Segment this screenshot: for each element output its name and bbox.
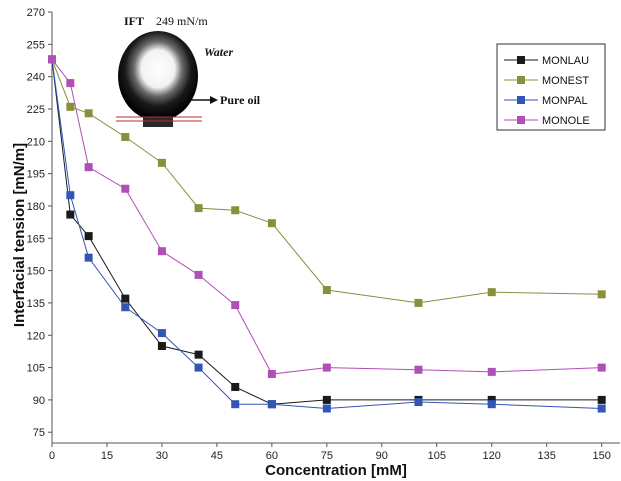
data-point-monlau — [121, 294, 130, 303]
y-axis-title: Interfacial tension [mN/m] — [11, 143, 28, 327]
series-line-monole — [51, 59, 602, 375]
needle-tip — [143, 117, 173, 127]
y-tick-label: 225 — [27, 104, 45, 116]
data-point-monlau — [487, 395, 496, 404]
data-point-monlau — [66, 210, 75, 219]
data-point-monole — [487, 367, 496, 376]
data-point-monole — [121, 184, 130, 193]
y-tick-label: 90 — [33, 395, 45, 407]
legend-label-monole: MONOLE — [542, 115, 590, 127]
x-tick-label: 60 — [266, 450, 278, 462]
data-point-monole — [267, 370, 276, 379]
data-point-monpal — [597, 404, 606, 413]
y-tick-label: 255 — [27, 39, 45, 51]
data-point-monpal — [231, 400, 240, 409]
data-point-monest — [322, 285, 331, 294]
droplet-inset: IFT 249 mN/m Water Pure oil — [116, 14, 261, 127]
oil-label: Pure oil — [220, 93, 261, 107]
data-point-monlau — [157, 342, 166, 351]
legend-box — [496, 43, 606, 131]
data-point-monest — [194, 204, 203, 213]
data-point-monole — [84, 163, 93, 172]
legend-label-monest: MONEST — [542, 75, 589, 87]
data-point-monole — [231, 301, 240, 310]
y-tick-label: 210 — [27, 136, 45, 148]
legend-marker-monest — [517, 76, 525, 84]
legend-label-monlau: MONLAU — [542, 55, 589, 67]
y-tick-label: 120 — [27, 330, 45, 342]
y-tick-label: 165 — [27, 233, 45, 245]
legend-label-monpal: MONPAL — [542, 95, 588, 107]
x-tick-label: 15 — [101, 450, 113, 462]
data-point-monlau — [84, 232, 93, 241]
data-point-monpal — [84, 253, 93, 262]
data-point-monest — [414, 298, 423, 307]
x-tick-label: 30 — [156, 450, 168, 462]
data-point-monest — [597, 290, 606, 299]
x-tick-label: 90 — [376, 450, 388, 462]
data-point-monpal — [121, 303, 130, 312]
data-point-monest — [157, 158, 166, 167]
data-point-monpal — [487, 400, 496, 409]
legend: MONLAU MONEST MONPAL MONOLE — [496, 43, 606, 131]
x-tick-label: 135 — [538, 450, 556, 462]
data-point-monlau — [597, 395, 606, 404]
y-tick-label: 180 — [27, 201, 45, 213]
x-tick-label: 120 — [483, 450, 501, 462]
oil-arrow-head — [210, 96, 218, 104]
series-markers — [48, 55, 606, 413]
data-point-monest — [231, 206, 240, 215]
y-tick-label: 195 — [27, 169, 45, 181]
data-point-monpal — [66, 191, 75, 200]
data-point-monole — [597, 363, 606, 372]
x-axis-title: Concentration [mM] — [265, 462, 407, 479]
data-point-monole — [66, 79, 75, 88]
data-point-monpal — [267, 400, 276, 409]
legend-marker-monlau — [517, 56, 525, 64]
legend-marker-monpal — [517, 96, 525, 104]
data-point-monole — [194, 270, 203, 279]
x-tick-label: 75 — [321, 450, 333, 462]
data-point-monest — [66, 102, 75, 111]
data-point-monest — [487, 288, 496, 297]
axes — [51, 12, 620, 444]
data-point-monole — [322, 363, 331, 372]
y-tick-label: 105 — [27, 363, 45, 375]
data-point-monest — [267, 219, 276, 228]
x-tick-label: 105 — [428, 450, 446, 462]
x-tick-label: 0 — [49, 450, 55, 462]
data-point-monest — [121, 132, 130, 141]
data-point-monpal — [157, 329, 166, 338]
series-line-monpal — [51, 59, 602, 410]
y-tick-label: 150 — [27, 266, 45, 278]
x-tick-label: 45 — [211, 450, 223, 462]
data-point-monlau — [194, 350, 203, 359]
data-point-monlau — [231, 382, 240, 391]
water-label: Water — [204, 45, 233, 59]
ift-value: 249 mN/m — [156, 14, 208, 28]
y-tick-label: 240 — [27, 72, 45, 84]
data-point-monole — [48, 55, 56, 64]
y-tick-label: 135 — [27, 298, 45, 310]
legend-marker-monole — [517, 116, 525, 124]
data-point-monest — [84, 109, 93, 118]
oil-droplet-image — [118, 31, 198, 121]
x-tick-label: 150 — [592, 450, 610, 462]
ticks: 0 15 30 45 60 75 90 105 120 135 150 75 90 105 120 135 15… — [27, 7, 611, 462]
ift-label: IFT — [124, 14, 144, 28]
data-point-monlau — [322, 395, 331, 404]
data-point-monpal — [414, 398, 423, 407]
y-tick-label: 75 — [33, 427, 45, 439]
data-point-monpal — [322, 404, 331, 413]
data-point-monole — [157, 247, 166, 256]
data-point-monpal — [194, 363, 203, 372]
y-tick-label: 270 — [27, 7, 45, 19]
data-point-monole — [414, 365, 423, 374]
